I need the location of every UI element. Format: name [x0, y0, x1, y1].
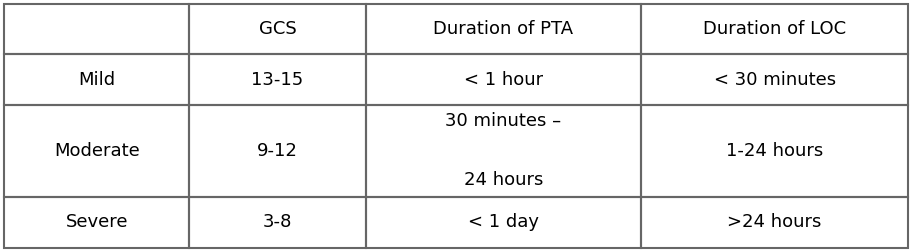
Text: < 30 minutes: < 30 minutes	[712, 71, 834, 88]
Text: GCS: GCS	[259, 20, 296, 38]
Text: < 1 day: < 1 day	[467, 213, 538, 231]
Bar	[4, 54, 189, 105]
Bar	[640, 4, 907, 54]
Text: Duration of LOC: Duration of LOC	[702, 20, 845, 38]
Bar	[4, 4, 189, 54]
Text: >24 hours: >24 hours	[727, 213, 821, 231]
Text: Moderate: Moderate	[54, 142, 139, 160]
Text: 30 minutes –

24 hours: 30 minutes – 24 hours	[445, 112, 561, 189]
Bar	[640, 105, 907, 197]
Bar	[189, 105, 365, 197]
Bar	[365, 197, 640, 248]
Bar	[189, 197, 365, 248]
Bar	[4, 105, 189, 197]
Text: 3-8: 3-8	[262, 213, 292, 231]
Bar	[640, 54, 907, 105]
Bar	[365, 54, 640, 105]
Bar	[4, 197, 189, 248]
Text: 1-24 hours: 1-24 hours	[725, 142, 823, 160]
Bar	[365, 4, 640, 54]
Text: Mild: Mild	[78, 71, 115, 88]
Text: 13-15: 13-15	[251, 71, 303, 88]
Bar	[365, 105, 640, 197]
Bar	[189, 54, 365, 105]
Text: Severe: Severe	[66, 213, 128, 231]
Text: Duration of PTA: Duration of PTA	[433, 20, 573, 38]
Bar	[640, 197, 907, 248]
Text: < 1 hour: < 1 hour	[464, 71, 542, 88]
Bar	[189, 4, 365, 54]
Text: 9-12: 9-12	[257, 142, 298, 160]
